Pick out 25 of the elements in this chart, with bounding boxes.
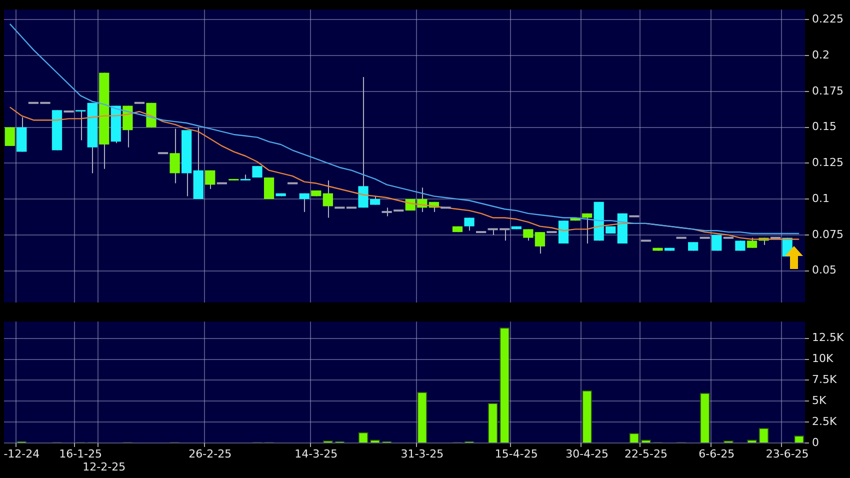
y-tick-label: 0.075 (812, 228, 844, 241)
y-tick-label: 10K (812, 352, 834, 366)
x-tick-label: 15-4-25 (494, 447, 538, 460)
x-tick-label: 22-5-25 (624, 447, 668, 460)
y-tick-label: 2.5K (812, 414, 838, 428)
y-tick-label: 5K (812, 394, 827, 407)
y-tick-label: 0.15 (812, 120, 836, 134)
y-tick-label: 0.225 (812, 12, 844, 26)
x-tick-label: 14-3-25 (294, 447, 338, 460)
x-tick-label: 23-6-25 (766, 447, 809, 460)
x-tick-label: 6-6-25 (698, 447, 735, 460)
y-tick-label: 0.125 (812, 156, 844, 170)
x-tick-label: 31-3-25 (400, 447, 444, 460)
y-tick-label: 0 (812, 436, 819, 449)
y-tick-label: 0.175 (812, 84, 844, 98)
y-tick-label: 0.05 (812, 264, 836, 277)
x-tick-label: 26-2-25 (188, 447, 232, 460)
y-tick-label: 0.2 (812, 48, 830, 62)
x-tick-label: 30-4-25 (566, 447, 609, 460)
y-tick-label: 7.5K (812, 373, 838, 386)
y-tick-label: 12.5K (812, 331, 844, 344)
x-tick-label: -12-24 (4, 447, 40, 460)
x-tick-label: 12-2-25 (82, 460, 126, 474)
y-tick-label: 0.1 (812, 192, 830, 205)
x-tick-label: 16-1-25 (59, 447, 102, 460)
